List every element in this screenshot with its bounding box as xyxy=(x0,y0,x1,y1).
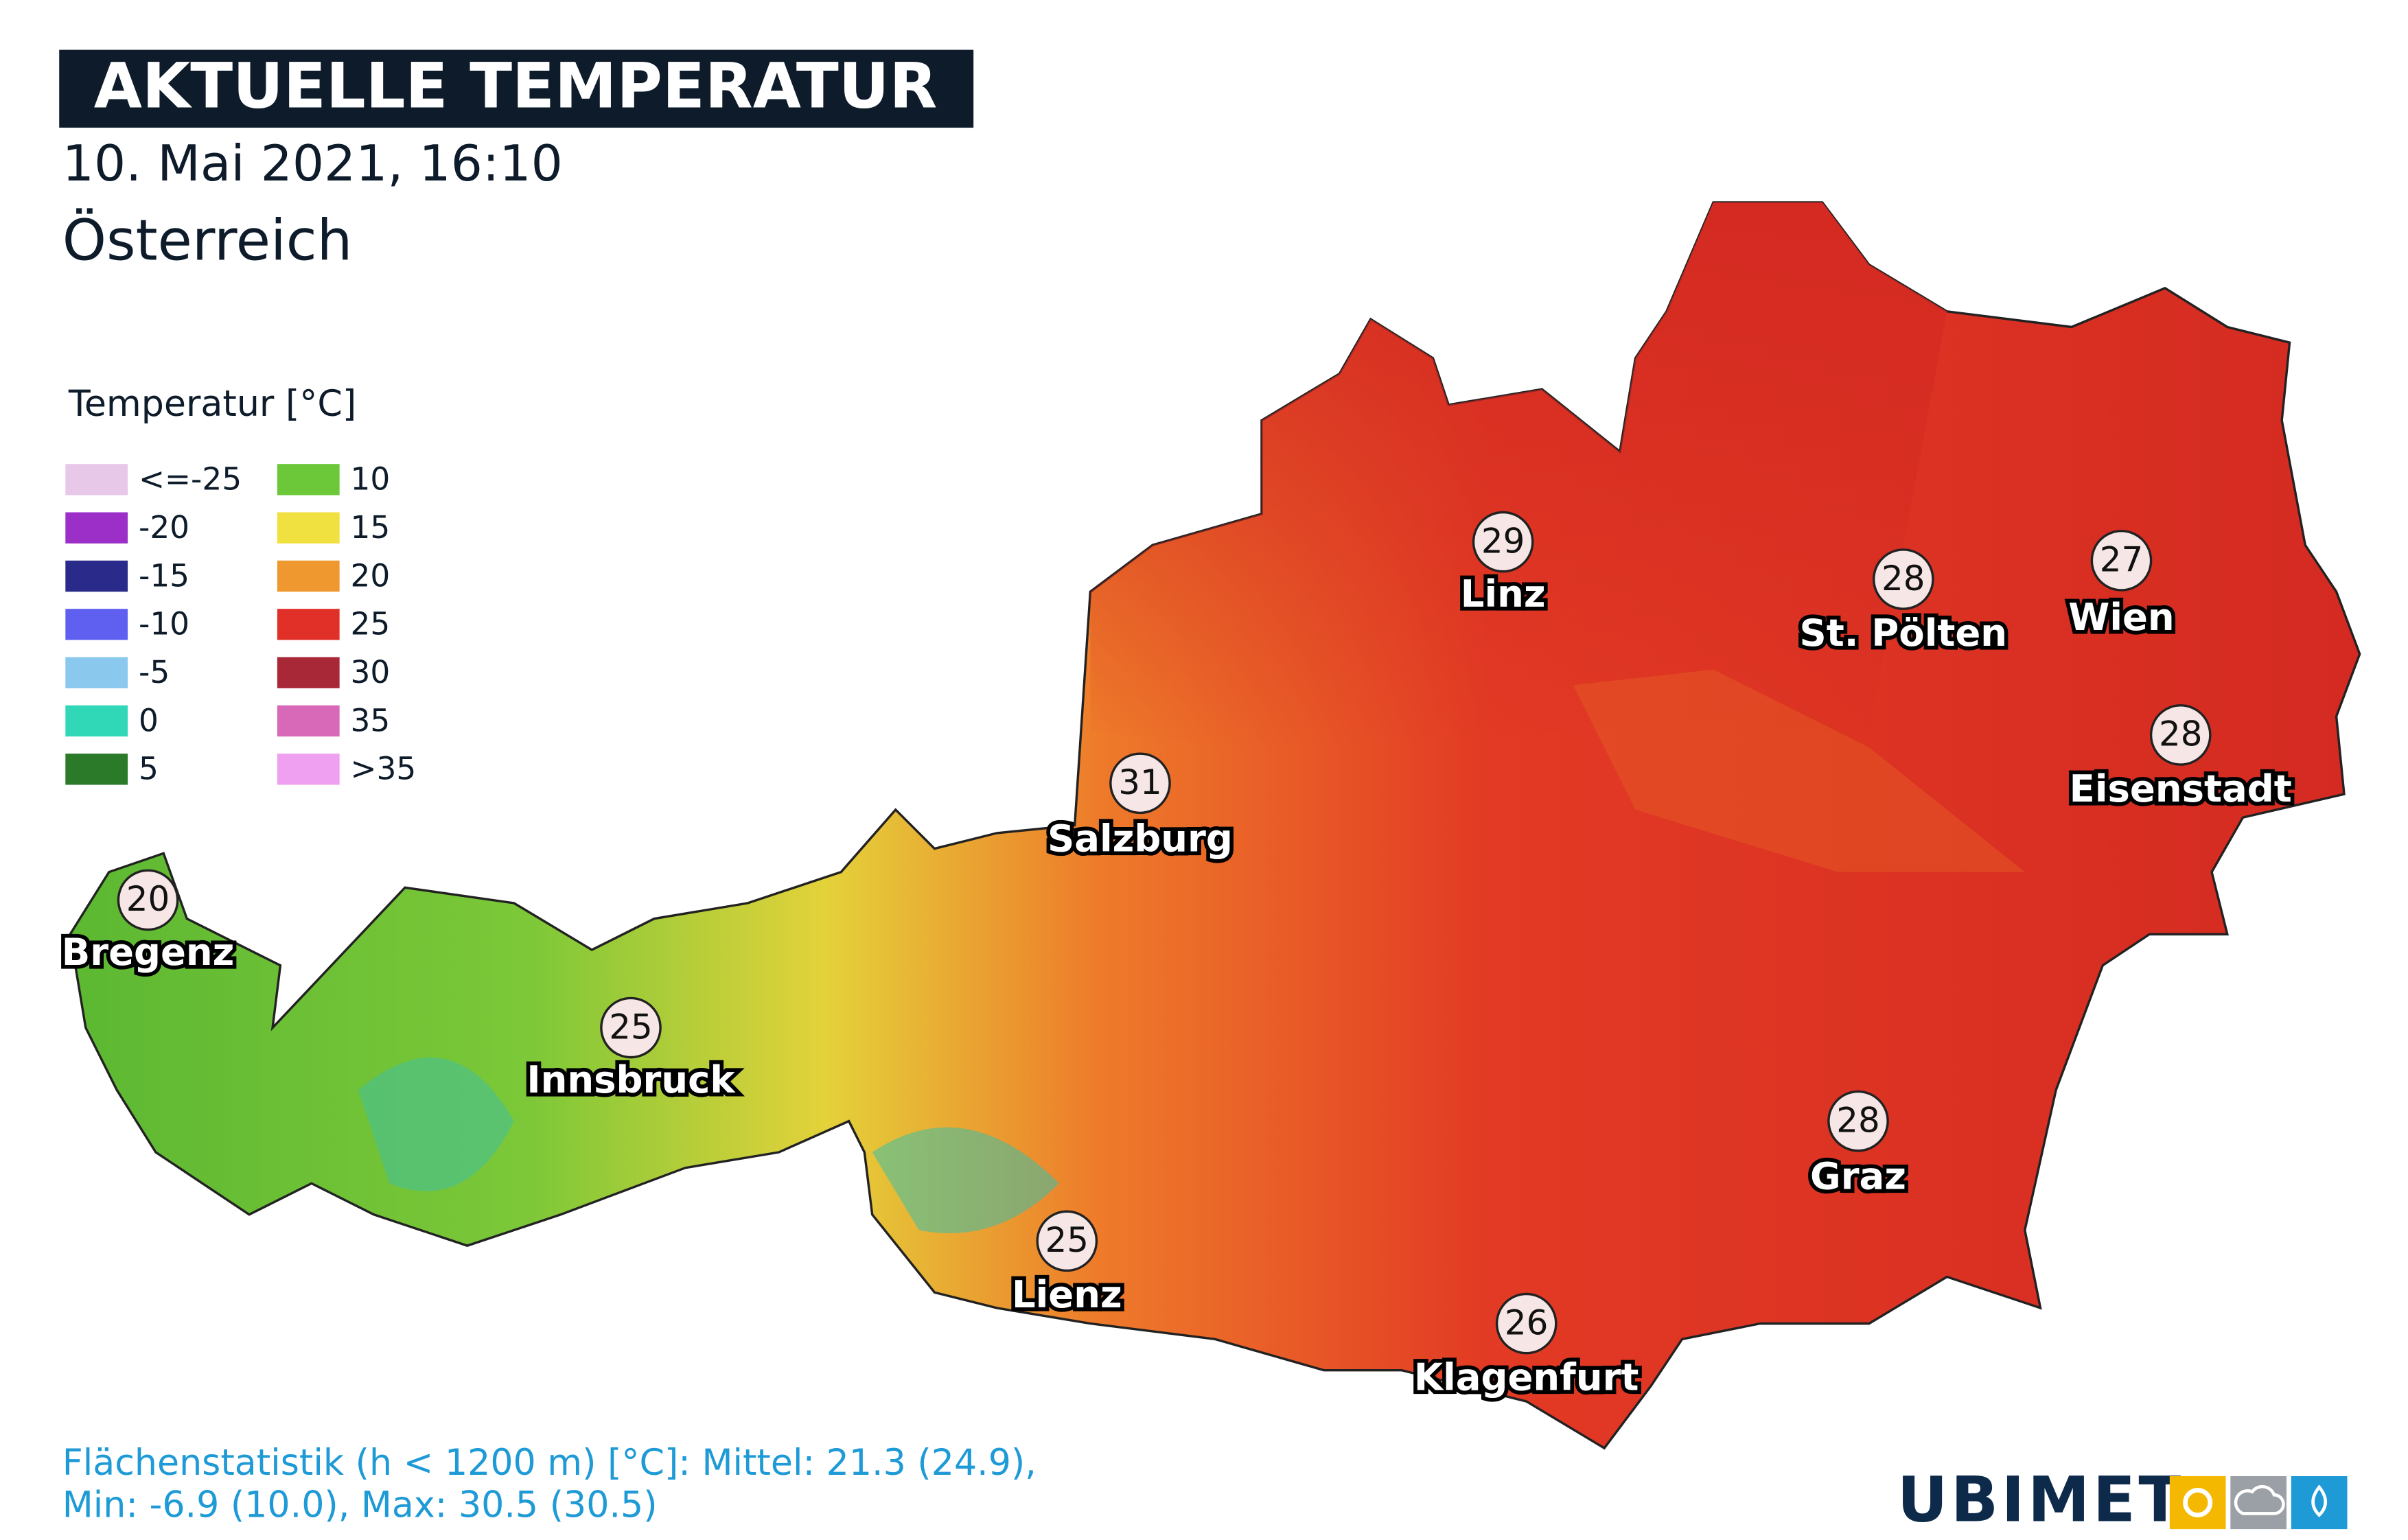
alpine-cold-area xyxy=(358,1058,514,1191)
city-name: Lienz xyxy=(1012,1272,1122,1316)
legend-label: 20 xyxy=(351,557,391,594)
city-temperature: 26 xyxy=(1505,1303,1549,1342)
legend-swatch xyxy=(65,560,128,592)
legend-swatch xyxy=(277,754,340,785)
footer-line: Flächenstatistik (h < 1200 m) [°C]: Mitt… xyxy=(62,1443,1037,1484)
city-name: Graz xyxy=(1810,1154,1906,1198)
city-marker xyxy=(1109,752,1171,815)
legend-label: -20 xyxy=(139,509,189,546)
legend-swatch xyxy=(277,512,340,544)
legend-label: -5 xyxy=(139,654,170,690)
logo-drop-icon xyxy=(2291,1475,2348,1530)
city-marker xyxy=(2090,530,2153,592)
city-name: Bregenz xyxy=(62,930,235,974)
title: AKTUELLE TEMPERATUR xyxy=(94,50,938,122)
northern-lowlands xyxy=(1090,202,1947,748)
legend-swatch xyxy=(65,512,128,544)
logo-cloud xyxy=(2234,1484,2285,1515)
legend-swatch xyxy=(65,657,128,688)
legend-label: -10 xyxy=(139,606,189,642)
city-temperature: 31 xyxy=(1118,762,1162,802)
city-temperature: 29 xyxy=(1481,521,1525,561)
city-marker xyxy=(1495,1292,1558,1355)
legend-swatch xyxy=(65,754,128,785)
city-name: Salzburg xyxy=(1047,816,1233,860)
legend-label: 10 xyxy=(351,461,391,498)
legend-label: >35 xyxy=(351,751,417,787)
city-name: Wien xyxy=(2068,595,2174,639)
legend-swatch xyxy=(277,609,340,640)
brand-logo: UBIMET xyxy=(1897,1465,2184,1537)
legend-label: 35 xyxy=(351,702,391,738)
legend-label: 15 xyxy=(351,509,391,546)
legend-label: 0 xyxy=(139,702,159,738)
city-temperature: 25 xyxy=(1045,1220,1089,1260)
legend-swatch xyxy=(277,705,340,737)
city-marker xyxy=(2149,704,2212,766)
legend-label: 5 xyxy=(139,751,159,787)
city-temperature: 20 xyxy=(126,879,170,919)
city-marker xyxy=(1827,1090,1889,1152)
legend-swatch xyxy=(277,464,340,495)
logo-cloud-icon xyxy=(2230,1475,2287,1530)
city-temperature: 28 xyxy=(1836,1100,1880,1140)
legend-swatch xyxy=(277,560,340,592)
city-marker xyxy=(1873,548,1934,610)
cities: 29 Linz 28 St. Pölten 27 Wien 28 Eisenstadt 31 Sa… xyxy=(58,511,2295,1403)
title-box xyxy=(59,49,974,128)
city-temperature: 28 xyxy=(1882,559,1925,598)
legend-swatch xyxy=(65,705,128,737)
city-temperature: 27 xyxy=(2100,540,2144,580)
legend-swatch xyxy=(65,464,128,495)
date: 10. Mai 2021, 16:10 xyxy=(62,135,563,193)
city-marker xyxy=(117,869,179,931)
legend-label: <=-25 xyxy=(139,461,242,498)
city-temperature: 28 xyxy=(2159,714,2203,754)
legend: <=-25 -20 -15 -10 -5 0 5 10 15 20 25 30 35 >35 xyxy=(65,461,416,787)
city-marker xyxy=(600,996,662,1059)
alpine-cold-area xyxy=(872,1127,1059,1234)
city-marker xyxy=(1472,511,1534,573)
terrain-shade xyxy=(1573,669,2025,872)
legend-label: 25 xyxy=(351,606,391,642)
city-name: Innsbruck xyxy=(526,1058,736,1101)
region: Österreich xyxy=(62,208,353,274)
legend-label: -15 xyxy=(139,557,189,594)
legend-label: 30 xyxy=(351,654,391,690)
austria-map xyxy=(69,201,2361,1450)
city-marker xyxy=(1036,1210,1098,1272)
city-name: Klagenfurt xyxy=(1414,1355,1639,1399)
logo-sun xyxy=(2183,1487,2213,1518)
legend-swatch xyxy=(65,609,128,640)
city-name: St. Pölten xyxy=(1800,611,2008,655)
footer-line: Min: -6.9 (10.0), Max: 30.5 (30.5) xyxy=(62,1484,658,1526)
city-name: Linz xyxy=(1461,572,1546,616)
legend-title: Temperatur [°C] xyxy=(68,384,356,425)
logo-drop xyxy=(2311,1484,2327,1517)
logo-sun-icon xyxy=(2169,1475,2226,1530)
legend-swatch xyxy=(277,657,340,688)
city-temperature: 25 xyxy=(609,1007,653,1047)
city-name: Eisenstadt xyxy=(2070,767,2292,810)
